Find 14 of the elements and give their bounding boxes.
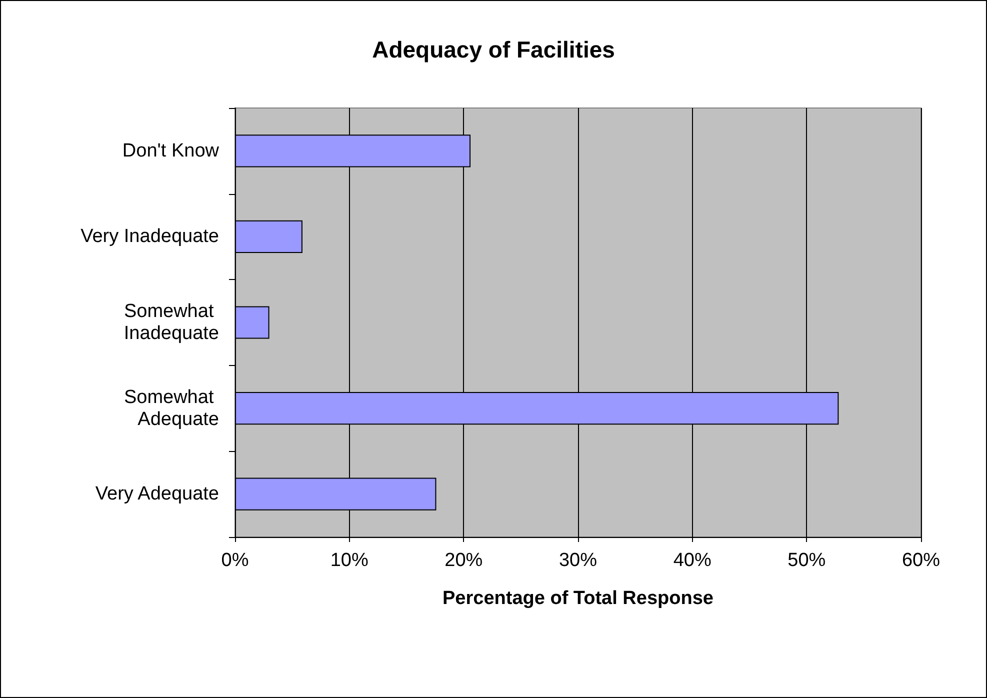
y-tick-label: Don't Know <box>122 140 220 162</box>
x-tick-label: 10% <box>330 550 368 571</box>
x-axis-title: Percentage of Total Response <box>442 588 714 609</box>
x-tick-label: 50% <box>788 550 826 571</box>
x-tick-label: 30% <box>558 550 598 571</box>
chart-title: Adequacy of Facilities <box>372 36 615 62</box>
x-tick-label: 40% <box>673 550 712 571</box>
x-tick-label: 0% <box>221 550 249 571</box>
y-tick-label: Somewhat Adequate <box>124 386 219 430</box>
y-tick-label: Very Adequate <box>95 484 219 505</box>
y-tick-label: Somewhat Inadequate <box>124 301 219 344</box>
y-tick-label: Very Inadequate <box>80 226 219 248</box>
x-tick-label: 60% <box>902 550 940 571</box>
x-tick-label: 20% <box>444 550 483 571</box>
